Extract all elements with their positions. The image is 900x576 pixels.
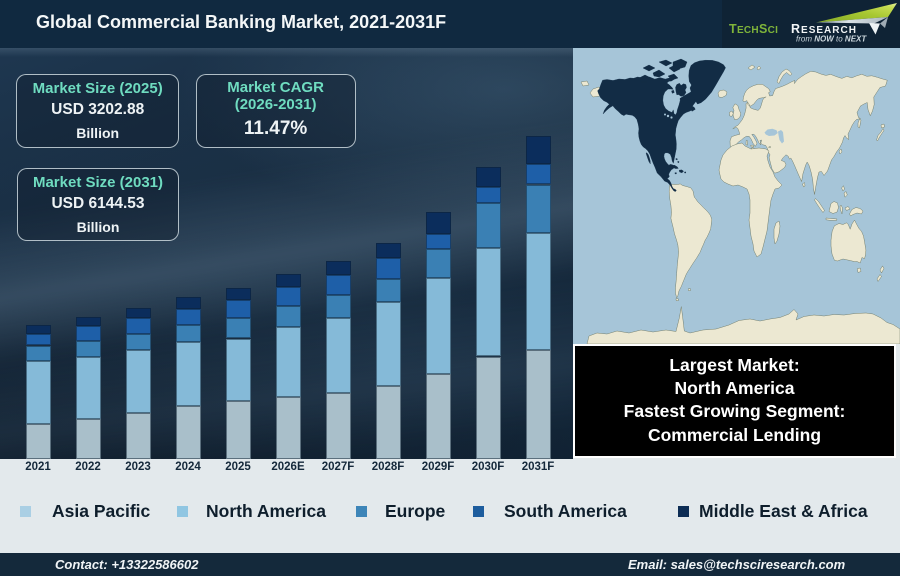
svg-text:TECHSCI: TECHSCI: [729, 22, 778, 36]
svg-text:from NOW to NEXT: from NOW to NEXT: [796, 35, 867, 44]
svg-text:RESEARCH: RESEARCH: [791, 22, 857, 36]
